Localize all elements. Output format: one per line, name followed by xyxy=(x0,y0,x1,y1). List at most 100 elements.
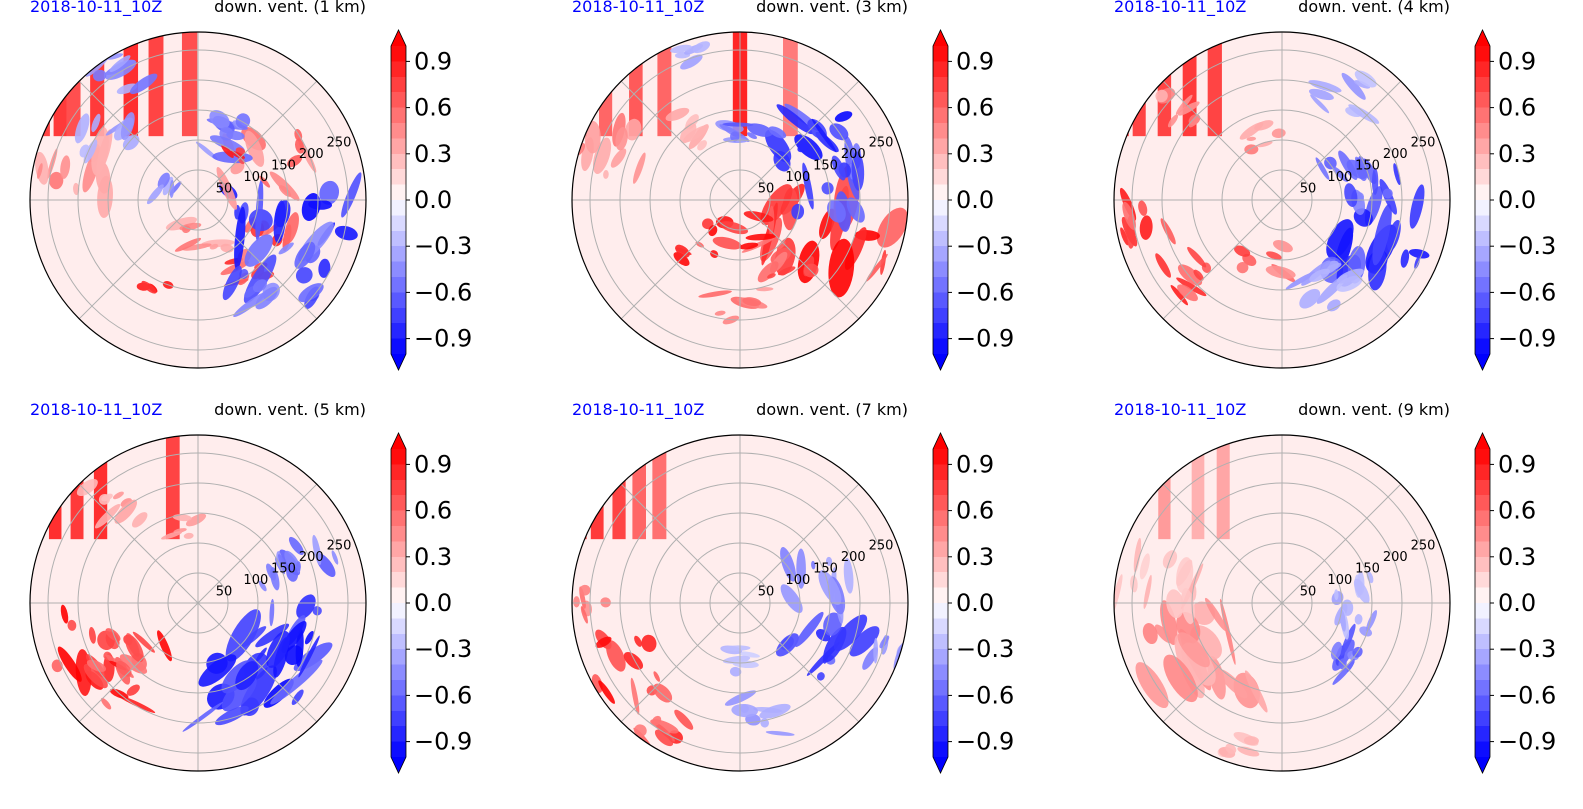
field-blob xyxy=(157,630,172,662)
field-blob xyxy=(1133,537,1142,573)
field-blob xyxy=(623,652,644,670)
colorbar xyxy=(391,46,406,354)
field-blob xyxy=(737,651,760,658)
field-blob xyxy=(634,724,647,737)
field-blob xyxy=(679,122,697,144)
field-blob xyxy=(708,225,718,237)
field-blob xyxy=(1332,166,1349,183)
stripe-artifact xyxy=(48,435,62,540)
colorbar-outline xyxy=(1474,29,1491,371)
field-blob xyxy=(1163,654,1198,703)
field-blob xyxy=(625,118,642,141)
colorbar-tick-label: 0.9 xyxy=(1498,47,1536,75)
field-blob xyxy=(729,666,742,677)
field-blob xyxy=(606,640,626,672)
colorbar xyxy=(1475,46,1490,354)
field-blob xyxy=(174,237,202,252)
field-blob xyxy=(1177,632,1210,668)
field-blob xyxy=(1246,136,1257,141)
stripe-artifact xyxy=(632,435,646,540)
field-blob xyxy=(1244,670,1268,713)
field-blob xyxy=(259,175,271,188)
field-blob xyxy=(294,129,303,142)
grid-spoke xyxy=(197,199,318,320)
field-blob xyxy=(833,614,868,651)
colorbar-extend-min xyxy=(1475,757,1490,773)
field-blob xyxy=(1176,559,1193,586)
colorbar xyxy=(933,46,948,354)
colorbar-outline xyxy=(390,432,407,774)
field-blob xyxy=(827,199,846,223)
field-blob xyxy=(802,162,814,210)
stripe-artifact xyxy=(53,32,67,137)
field-blob xyxy=(712,236,742,250)
grid-spoke xyxy=(739,80,860,201)
field-blob xyxy=(146,184,164,205)
field-blob xyxy=(266,630,290,668)
colorbar-tick-label: −0.9 xyxy=(414,728,472,756)
field-blob xyxy=(76,478,98,497)
field-blob xyxy=(1114,574,1123,619)
field-blob xyxy=(220,261,249,276)
field-blob xyxy=(100,697,112,710)
field-blob xyxy=(1353,578,1370,604)
field-blob xyxy=(308,199,333,210)
field-blob xyxy=(776,104,813,135)
field-blob xyxy=(255,623,290,648)
field-blob xyxy=(312,606,322,616)
field-blob xyxy=(1217,669,1248,699)
field-blob xyxy=(598,680,615,704)
field-blob xyxy=(722,122,754,127)
field-blob xyxy=(1341,72,1366,100)
field-blob xyxy=(1265,265,1296,279)
ring-label: 200 xyxy=(299,147,324,162)
stripe-artifact xyxy=(574,32,587,137)
colorbar-tick-label: −0.9 xyxy=(1498,728,1556,756)
field-blob xyxy=(767,273,776,279)
field-blob xyxy=(780,584,803,613)
grid-spoke xyxy=(620,80,741,201)
field-blob xyxy=(73,182,80,196)
stripe-artifact xyxy=(590,435,604,540)
colorbar-tick-label: 0.3 xyxy=(956,140,994,168)
ring-label: 150 xyxy=(813,159,838,174)
field-blob xyxy=(1122,201,1136,230)
grid-spoke xyxy=(78,483,199,604)
field-blob xyxy=(743,211,774,222)
field-blob xyxy=(94,503,121,529)
field-blob xyxy=(318,258,331,278)
field-blob xyxy=(1236,261,1249,274)
field-blob xyxy=(600,597,611,608)
colorbar-tick-label: 0.3 xyxy=(1498,543,1536,571)
field-blob xyxy=(730,131,740,142)
field-blob xyxy=(109,55,131,73)
grid-spoke xyxy=(1281,199,1402,320)
field-blob xyxy=(806,642,840,676)
field-blob xyxy=(209,135,245,153)
colorbar-extend-min xyxy=(933,757,948,773)
field-blob xyxy=(252,279,267,293)
field-blob xyxy=(60,604,69,624)
field-blob xyxy=(209,110,230,129)
field-blob xyxy=(91,127,109,176)
colorbar-extend-max xyxy=(391,30,406,46)
colorbar-extend-min xyxy=(933,354,948,370)
panel-title: down. vent. (4 km) xyxy=(1298,0,1450,16)
field-blob xyxy=(101,493,113,502)
field-blob xyxy=(592,137,612,175)
field-layer xyxy=(48,435,339,732)
date-label: 2018-10-11_10Z xyxy=(30,400,162,420)
grid-spoke xyxy=(1162,483,1283,604)
field-blob xyxy=(573,596,580,608)
field-blob xyxy=(312,534,322,565)
field-blob xyxy=(665,107,690,122)
field-blob xyxy=(818,570,842,606)
field-blob xyxy=(1155,89,1168,103)
field-blob xyxy=(255,179,264,241)
colorbar-tick-label: −0.9 xyxy=(1498,325,1556,353)
colorbar-tick-label: −0.6 xyxy=(956,278,1014,306)
colorbar-tick-label: 0.6 xyxy=(956,94,994,122)
field-blob xyxy=(579,584,591,596)
field-blob xyxy=(724,690,757,706)
